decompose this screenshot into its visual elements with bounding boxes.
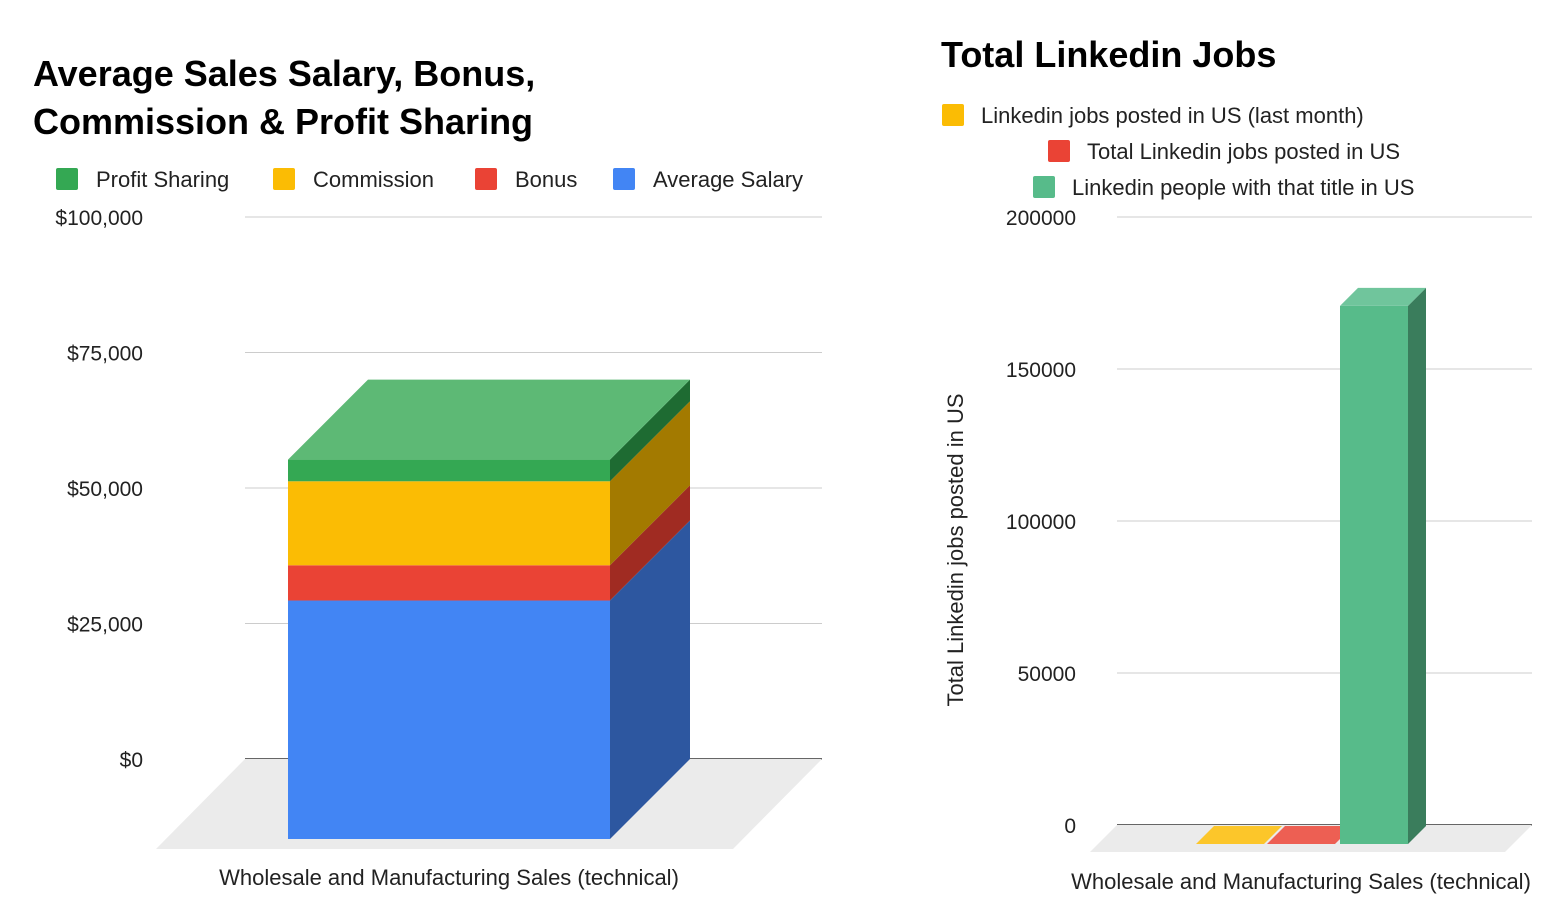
legend-label-linkedin-jobs-posted-in-us-last-month: Linkedin jobs posted in US (last month) [981,103,1364,128]
legend-label-total-linkedin-jobs-posted-in-us: Total Linkedin jobs posted in US [1087,139,1400,164]
salary-chart-legend: Profit Sharing Commission Bonus Average Sal… [56,167,803,192]
legend-swatch-profit-sharing [56,168,78,190]
linkedin-chart-y-axis: 0 50000 100000 150000 200000 [1006,207,1076,838]
bar-top-profit-sharing [288,379,690,460]
y-tick-label-100000: 100000 [1006,511,1076,534]
salary-chart: Average Sales Salary, Bonus, Commission … [33,53,822,890]
y-tick-label-0: 0 [1064,815,1076,838]
legend-label-bonus: Bonus [515,167,577,192]
y-tick-label-150000: 150000 [1006,359,1076,382]
bar-side-commission [610,401,690,566]
legend-label-average-salary: Average Salary [653,167,803,192]
linkedin-chart-y-axis-title: Total Linkedin jobs posted in US [943,393,968,706]
bar-linkedin-people-with-that-title-in-us [1340,305,1408,844]
bar-segment-commission [288,481,610,566]
legend-label-profit-sharing: Profit Sharing [96,167,229,192]
salary-chart-bars [288,379,690,839]
bar-segment-bonus [288,565,610,601]
bar-side-linkedin-people-with-that-title-in-us [1408,287,1426,844]
linkedin-chart-gridlines [1117,216,1532,826]
salary-chart-title-line-2: Commission & Profit Sharing [33,101,533,142]
legend-swatch-average-salary [613,168,635,190]
linkedin-chart-category-label: Wholesale and Manufacturing Sales (techn… [1071,869,1531,894]
legend-swatch-linkedin-people-with-that-title-in-us [1033,176,1055,198]
bar-side-average-salary [610,520,690,839]
salary-chart-title-line-1: Average Sales Salary, Bonus, [33,53,535,94]
bar-side-profit-sharing [610,379,690,482]
salary-chart-y-axis: $0 $25,000 $50,000 $75,000 $100,000 [55,207,143,772]
legend-swatch-commission [273,168,295,190]
bar-top-total-linkedin-jobs-posted-in-us [1267,826,1353,844]
y-tick-label-50000: 50000 [1018,663,1076,686]
bar-segment-profit-sharing [288,459,610,482]
linkedin-chart-bars [1196,287,1426,844]
y-tick-label-200000: 200000 [1006,207,1076,230]
legend-label-commission: Commission [313,167,434,192]
legend-swatch-bonus [475,168,497,190]
bar-segment-average-salary [288,600,610,839]
y-tick-label-0: $0 [120,749,143,772]
linkedin-chart-title: Total Linkedin Jobs [941,34,1276,75]
legend-swatch-total-linkedin-jobs-posted-in-us [1048,140,1070,162]
salary-chart-category-label: Wholesale and Manufacturing Sales (techn… [219,865,679,890]
bar-top-linkedin-people-with-that-title-in-us [1340,287,1426,306]
legend-swatch-linkedin-jobs-posted-in-us-last-month [942,104,964,126]
y-tick-label-25000: $25,000 [67,614,143,637]
linkedin-chart-legend: Linkedin jobs posted in US (last month) T… [942,103,1414,200]
bar-side-bonus [610,485,690,601]
y-tick-label-50000: $50,000 [67,478,143,501]
legend-label-linkedin-people-with-that-title-in-us: Linkedin people with that title in US [1072,175,1414,200]
bar-top-linkedin-jobs-posted-in-us-last-month [1196,826,1282,844]
linkedin-chart: Total Linkedin Jobs Linkedin jobs posted… [941,34,1532,894]
y-tick-label-75000: $75,000 [67,343,143,366]
y-tick-label-100000: $100,000 [55,207,143,230]
